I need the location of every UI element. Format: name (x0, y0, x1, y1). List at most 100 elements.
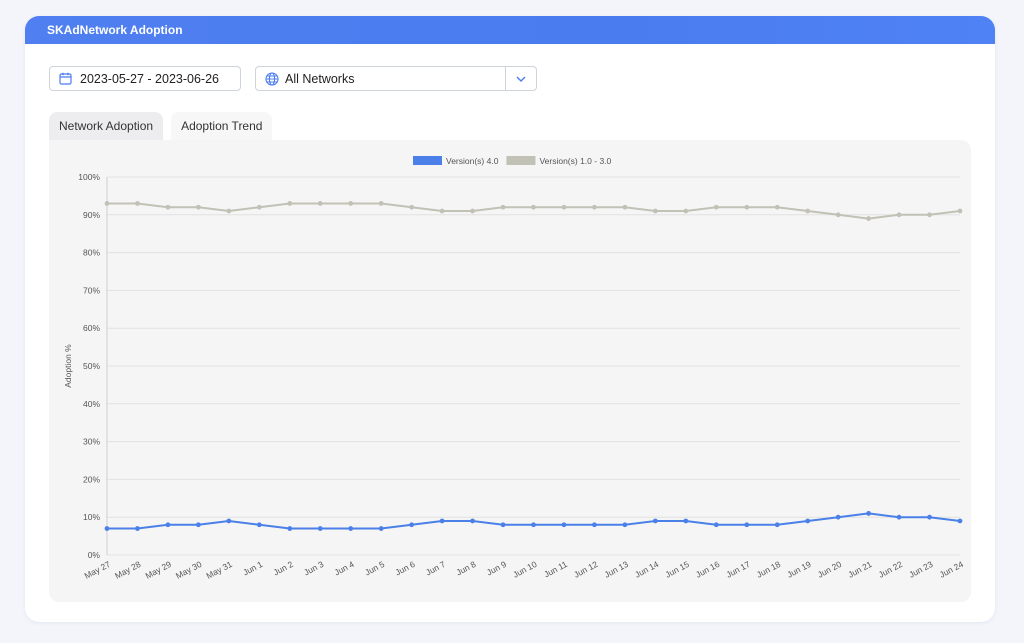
data-point (256, 204, 262, 210)
data-point (287, 201, 293, 206)
data-point (957, 208, 963, 214)
y-tick-label: 100% (78, 172, 100, 182)
data-point (135, 526, 140, 531)
y-tick-label: 40% (83, 399, 100, 409)
tab-network-adoption[interactable]: Network Adoption (49, 112, 164, 140)
x-tick-label: Jun 13 (603, 559, 630, 580)
data-point (866, 216, 872, 221)
data-point (774, 522, 780, 528)
x-tick-label: Jun 20 (816, 559, 843, 580)
data-point (927, 212, 932, 218)
data-point (896, 212, 902, 218)
x-tick-label: Jun 24 (938, 559, 965, 580)
data-point (287, 526, 293, 531)
data-point (439, 208, 445, 214)
data-point (744, 204, 750, 210)
x-tick-label: Jun 4 (333, 559, 356, 578)
tab-label: Adoption Trend (181, 119, 263, 133)
data-point (683, 518, 689, 524)
data-point (378, 201, 384, 206)
tab-label: Network Adoption (59, 119, 154, 133)
chevron-down-icon (516, 76, 526, 82)
x-tick-label: Jun 8 (454, 559, 477, 578)
x-tick-label: Jun 10 (511, 559, 538, 580)
data-point (348, 526, 354, 531)
data-point (592, 204, 597, 210)
data-point (226, 208, 232, 214)
x-tick-label: Jun 23 (907, 559, 934, 580)
data-point (622, 204, 628, 210)
data-point (470, 518, 475, 524)
data-point (835, 212, 841, 218)
network-select-value: All Networks (285, 71, 355, 86)
x-tick-label: Jun 19 (785, 559, 812, 580)
data-point (652, 208, 658, 214)
y-tick-label: 20% (83, 474, 100, 484)
x-tick-label: Jun 12 (572, 559, 599, 580)
x-tick-label: May 31 (204, 559, 234, 581)
date-range-value: 2023-05-27 - 2023-06-26 (80, 71, 219, 86)
data-point (165, 522, 171, 528)
card-header: SKAdNetwork Adoption (25, 16, 995, 44)
legend-swatch (506, 156, 536, 165)
data-point (683, 208, 689, 214)
data-point (470, 208, 475, 214)
network-select[interactable]: All Networks (255, 66, 537, 91)
data-point (866, 511, 872, 516)
y-tick-label: 10% (83, 512, 100, 522)
globe-icon (265, 71, 279, 86)
x-tick-label: Jun 5 (363, 559, 386, 578)
x-tick-label: Jun 21 (846, 559, 873, 580)
y-tick-label: 80% (83, 248, 100, 258)
x-tick-label: Jun 2 (272, 559, 295, 578)
x-tick-label: May 30 (174, 559, 204, 581)
data-point (195, 204, 201, 210)
data-point (226, 518, 232, 524)
data-point (896, 514, 902, 520)
data-point (927, 514, 932, 520)
x-tick-label: Jun 3 (302, 559, 325, 578)
data-point (531, 204, 536, 210)
legend-swatch (413, 156, 442, 165)
data-point (104, 526, 110, 531)
x-tick-label: May 28 (113, 559, 143, 581)
data-point (652, 518, 658, 524)
x-tick-label: Jun 22 (877, 559, 904, 580)
chart-panel: 0% 10% 20% 30% 40% 50% 60% 70% 80% 90% 100% Adoptio… (49, 140, 971, 602)
y-axis-label: Adoption % (63, 344, 73, 388)
y-tick-label: 50% (83, 361, 100, 371)
adoption-card: SKAdNetwork Adoption 2023-05-27 - 2023-0… (25, 16, 995, 622)
data-point (774, 204, 780, 210)
x-tick-label: May 27 (83, 559, 113, 581)
data-point (592, 522, 597, 528)
data-point (713, 204, 719, 210)
data-point (317, 526, 323, 531)
data-point (805, 208, 811, 214)
x-tick-label: Jun 6 (394, 559, 417, 578)
data-point (622, 522, 628, 528)
data-point (957, 518, 963, 524)
tab-adoption-trend[interactable]: Adoption Trend (171, 112, 273, 140)
x-tick-label: Jun 11 (542, 559, 569, 580)
y-tick-label: 0% (88, 550, 101, 560)
filter-controls: 2023-05-27 - 2023-06-26 All Networks (49, 66, 537, 91)
y-tick-label: 30% (83, 437, 100, 447)
x-tick-label: Jun 7 (424, 559, 447, 578)
dropdown-toggle[interactable] (505, 67, 536, 90)
data-point (135, 201, 140, 206)
data-point (500, 204, 506, 210)
card-title: SKAdNetwork Adoption (47, 23, 183, 37)
y-tick-label: 60% (83, 323, 100, 333)
x-tick-label: Jun 1 (241, 559, 264, 578)
legend-label: Version(s) 4.0 (446, 156, 499, 166)
data-point (256, 522, 262, 528)
y-tick-label: 90% (83, 210, 100, 220)
data-point (348, 201, 354, 206)
data-point (195, 522, 201, 528)
data-point (317, 201, 323, 206)
date-range-picker[interactable]: 2023-05-27 - 2023-06-26 (49, 66, 241, 91)
data-point (500, 522, 506, 528)
data-point (561, 204, 567, 210)
x-tick-label: Jun 16 (694, 559, 721, 580)
data-point (378, 526, 384, 531)
